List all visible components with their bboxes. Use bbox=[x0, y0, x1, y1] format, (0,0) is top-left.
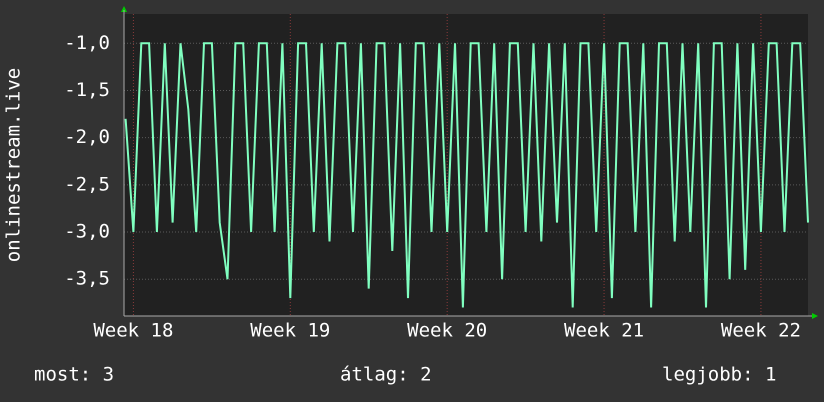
footer-text: most: 3 bbox=[34, 364, 114, 386]
y-tick-label: -2,5 bbox=[64, 173, 110, 195]
y-tick-label: -3,5 bbox=[64, 268, 110, 290]
data-line bbox=[124, 42, 809, 308]
y-tick-label: -3,0 bbox=[64, 221, 110, 243]
y-axis-label: onlinestream.live bbox=[3, 68, 25, 262]
y-tick-label: -2,0 bbox=[64, 126, 110, 148]
footer-text: legjobb: 1 bbox=[662, 364, 776, 386]
x-tick-label: Week 22 bbox=[721, 320, 801, 342]
x-tick-label: Week 18 bbox=[93, 320, 173, 342]
y-tick-label: -1,5 bbox=[64, 79, 110, 101]
axis-arrow bbox=[812, 313, 818, 319]
footer-text: átlag: 2 bbox=[340, 364, 432, 386]
x-tick-label: Week 20 bbox=[407, 320, 487, 342]
y-tick-label: -1,0 bbox=[64, 32, 110, 54]
axis-arrow bbox=[121, 6, 127, 12]
x-tick-label: Week 21 bbox=[564, 320, 644, 342]
x-tick-label: Week 19 bbox=[250, 320, 330, 342]
